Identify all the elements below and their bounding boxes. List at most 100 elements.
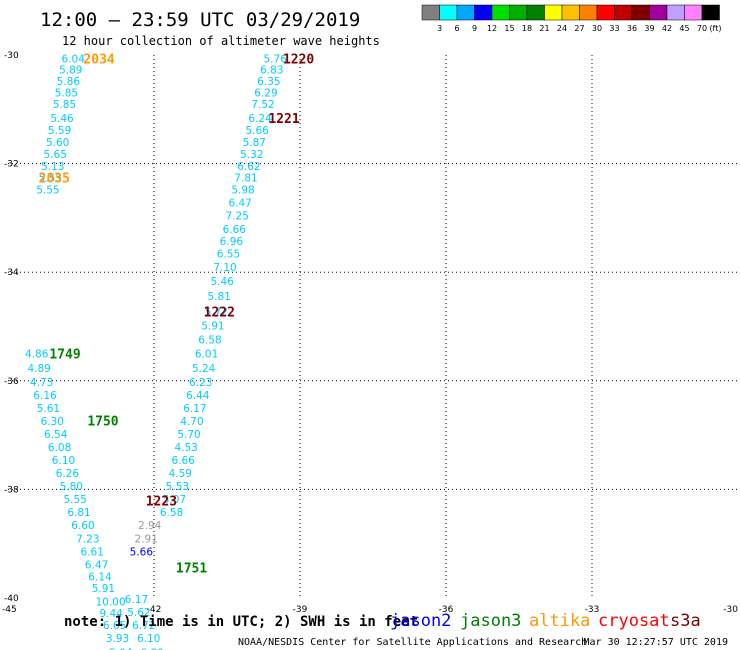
color-swatch bbox=[614, 4, 633, 21]
wave-height-point: 6.72 bbox=[132, 620, 155, 632]
pass-label: 1220 bbox=[283, 52, 314, 67]
color-swatch bbox=[526, 4, 545, 21]
color-swatch bbox=[701, 4, 720, 21]
color-swatch bbox=[544, 4, 563, 21]
wave-height-point: 10.00 bbox=[96, 596, 126, 608]
color-swatch bbox=[596, 4, 615, 21]
color-scale-label: 21 bbox=[539, 24, 549, 33]
color-swatch bbox=[456, 4, 475, 21]
color-scale-label: 15 bbox=[504, 24, 514, 33]
wave-height-point: 5.70 bbox=[177, 429, 200, 441]
pass-labels: 1220 1221 1222 1223 2034 2035 1749 1750 1751 bbox=[39, 52, 315, 576]
chart-subtitle: 12 hour collection of altimeter wave hei… bbox=[62, 34, 380, 48]
wave-height-point: 6.80 bbox=[140, 647, 163, 650]
wave-height-point: 6.29 bbox=[254, 87, 277, 99]
x-tick-label: -30 bbox=[723, 605, 738, 615]
wave-height-point: 4.86 bbox=[25, 349, 49, 361]
satellite-legend-s3a: s3a bbox=[670, 611, 701, 631]
x-axis-tick-labels: -45 -42 -39 -36 -33 -30 bbox=[2, 605, 738, 615]
color-swatch bbox=[509, 4, 528, 21]
pass-label: 2035 bbox=[39, 172, 70, 187]
x-tick-label: -36 bbox=[439, 605, 454, 615]
wave-height-point: 7.81 bbox=[234, 173, 257, 185]
wave-height-point: 6.58 bbox=[198, 335, 221, 347]
wave-height-point: 5.87 bbox=[243, 137, 266, 149]
wave-height-point: 4.70 bbox=[180, 416, 203, 428]
wave-height-point: 5.59 bbox=[48, 125, 71, 137]
pass-label: 1749 bbox=[49, 348, 80, 363]
wave-height-point: 6.83 bbox=[260, 65, 283, 77]
wave-height-point: 4.89 bbox=[27, 363, 50, 375]
wave-height-point: 6.55 bbox=[217, 249, 240, 261]
plot-grid bbox=[8, 55, 738, 598]
footer-credit: NOAA/NESDIS Center for Satellite Applica… bbox=[238, 637, 587, 648]
wave-height-point: 5.46 bbox=[210, 276, 234, 288]
color-scale-label: 42 bbox=[662, 24, 672, 33]
wave-height-point: 6.47 bbox=[228, 198, 251, 210]
wave-height-point: 5.66 bbox=[245, 125, 269, 137]
color-swatch bbox=[579, 4, 598, 21]
color-swatch bbox=[421, 4, 440, 21]
color-scale-label: 3 bbox=[437, 24, 442, 33]
color-scale-label: 9 bbox=[472, 24, 477, 33]
wave-height-point: 4.53 bbox=[174, 442, 197, 454]
wave-height-point: 6.26 bbox=[56, 468, 80, 480]
x-tick-label: -39 bbox=[293, 605, 308, 615]
wave-height-point: 6.44 bbox=[186, 390, 210, 402]
wave-height-point: 5.76 bbox=[264, 53, 288, 65]
wave-height-point: 7.25 bbox=[226, 211, 249, 223]
wave-height-point: 6.60 bbox=[71, 520, 94, 532]
wave-height-point: 5.53 bbox=[166, 481, 189, 493]
wave-height-point: 5.80 bbox=[60, 481, 83, 493]
color-scale-label: 30 bbox=[592, 24, 602, 33]
wave-height-point: 6.17 bbox=[125, 594, 148, 606]
color-scale-label: 45 bbox=[679, 24, 689, 33]
wave-height-point: 6.66 bbox=[223, 224, 247, 236]
color-swatch bbox=[561, 4, 580, 21]
y-tick-label: -38 bbox=[4, 485, 19, 495]
chart-title: 12:00 — 23:59 UTC 03/29/2019 bbox=[40, 9, 360, 31]
pass-label: 2034 bbox=[83, 52, 114, 67]
color-scale-label: 70 bbox=[697, 24, 707, 33]
satellite-legend: jason2 jason3 altika cryosat s3a bbox=[390, 611, 701, 631]
wave-height-point: 4.59 bbox=[169, 468, 192, 480]
wave-height-point: 2.94 bbox=[138, 520, 162, 532]
wave-height-point: 5.04 bbox=[109, 647, 133, 650]
footer-note: note: 1) Time is in UTC; 2) SWH is in fe… bbox=[64, 614, 418, 630]
wave-height-point: 6.14 bbox=[88, 571, 112, 583]
y-axis-tick-labels: -30 -32 -34 -36 -38 -40 bbox=[4, 51, 19, 604]
color-scale-legend: 3 6 9 12 15 18 21 24 27 30 33 36 39 42 45 70 (ft) bbox=[421, 4, 722, 33]
y-tick-label: -32 bbox=[4, 160, 19, 170]
color-swatch bbox=[649, 4, 668, 21]
wave-height-point: 2.91 bbox=[135, 533, 158, 545]
x-tick-label: -45 bbox=[2, 605, 17, 615]
wave-height-point: 5.55 bbox=[39, 173, 62, 185]
wave-height-point: 5.89 bbox=[59, 65, 82, 77]
wave-height-point: 5.07 bbox=[163, 494, 186, 506]
wave-height-point: 5.66 bbox=[130, 546, 154, 558]
color-swatch bbox=[631, 4, 650, 21]
satellite-legend-cryosat: cryosat bbox=[598, 611, 670, 631]
wave-height-point: 5.55 bbox=[36, 185, 59, 197]
satellite-legend-altika: altika bbox=[529, 611, 590, 631]
wave-height-point: 5.65 bbox=[44, 149, 67, 161]
wave-height-point: 5.91 bbox=[201, 320, 224, 332]
wave-height-point: 6.66 bbox=[172, 455, 196, 467]
color-swatch bbox=[439, 4, 458, 21]
color-scale-label: 39 bbox=[644, 24, 654, 33]
x-tick-label: -33 bbox=[585, 605, 600, 615]
color-scale-label: 6 bbox=[454, 24, 459, 33]
color-scale-label: 24 bbox=[557, 24, 567, 33]
footer-timestamp: Mar 30 12:27:57 UTC 2019 bbox=[584, 637, 729, 648]
wave-height-point: 5.13 bbox=[41, 161, 64, 173]
wave-height-point: 5.86 bbox=[57, 76, 81, 88]
wave-height-point: 7.52 bbox=[251, 99, 274, 111]
wave-height-point: 6.58 bbox=[160, 507, 183, 519]
wave-height-point: 5.60 bbox=[46, 137, 69, 149]
wave-height-point: 6.35 bbox=[257, 76, 280, 88]
y-tick-label: -34 bbox=[4, 268, 19, 278]
pass-label: 1222 bbox=[204, 305, 235, 320]
wave-height-point: 5.46 bbox=[50, 113, 74, 125]
